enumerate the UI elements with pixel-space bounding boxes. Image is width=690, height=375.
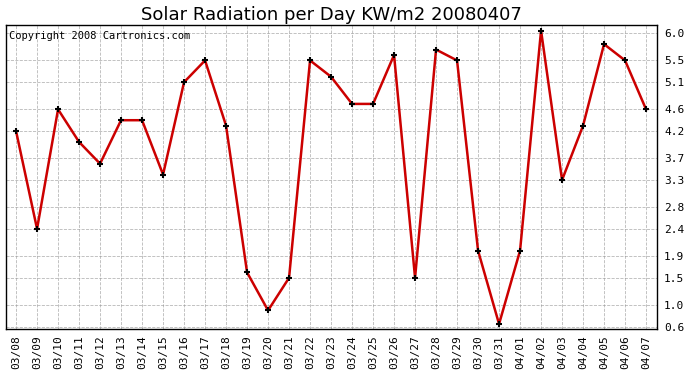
Title: Solar Radiation per Day KW/m2 20080407: Solar Radiation per Day KW/m2 20080407	[141, 6, 522, 24]
Text: Copyright 2008 Cartronics.com: Copyright 2008 Cartronics.com	[9, 31, 190, 41]
